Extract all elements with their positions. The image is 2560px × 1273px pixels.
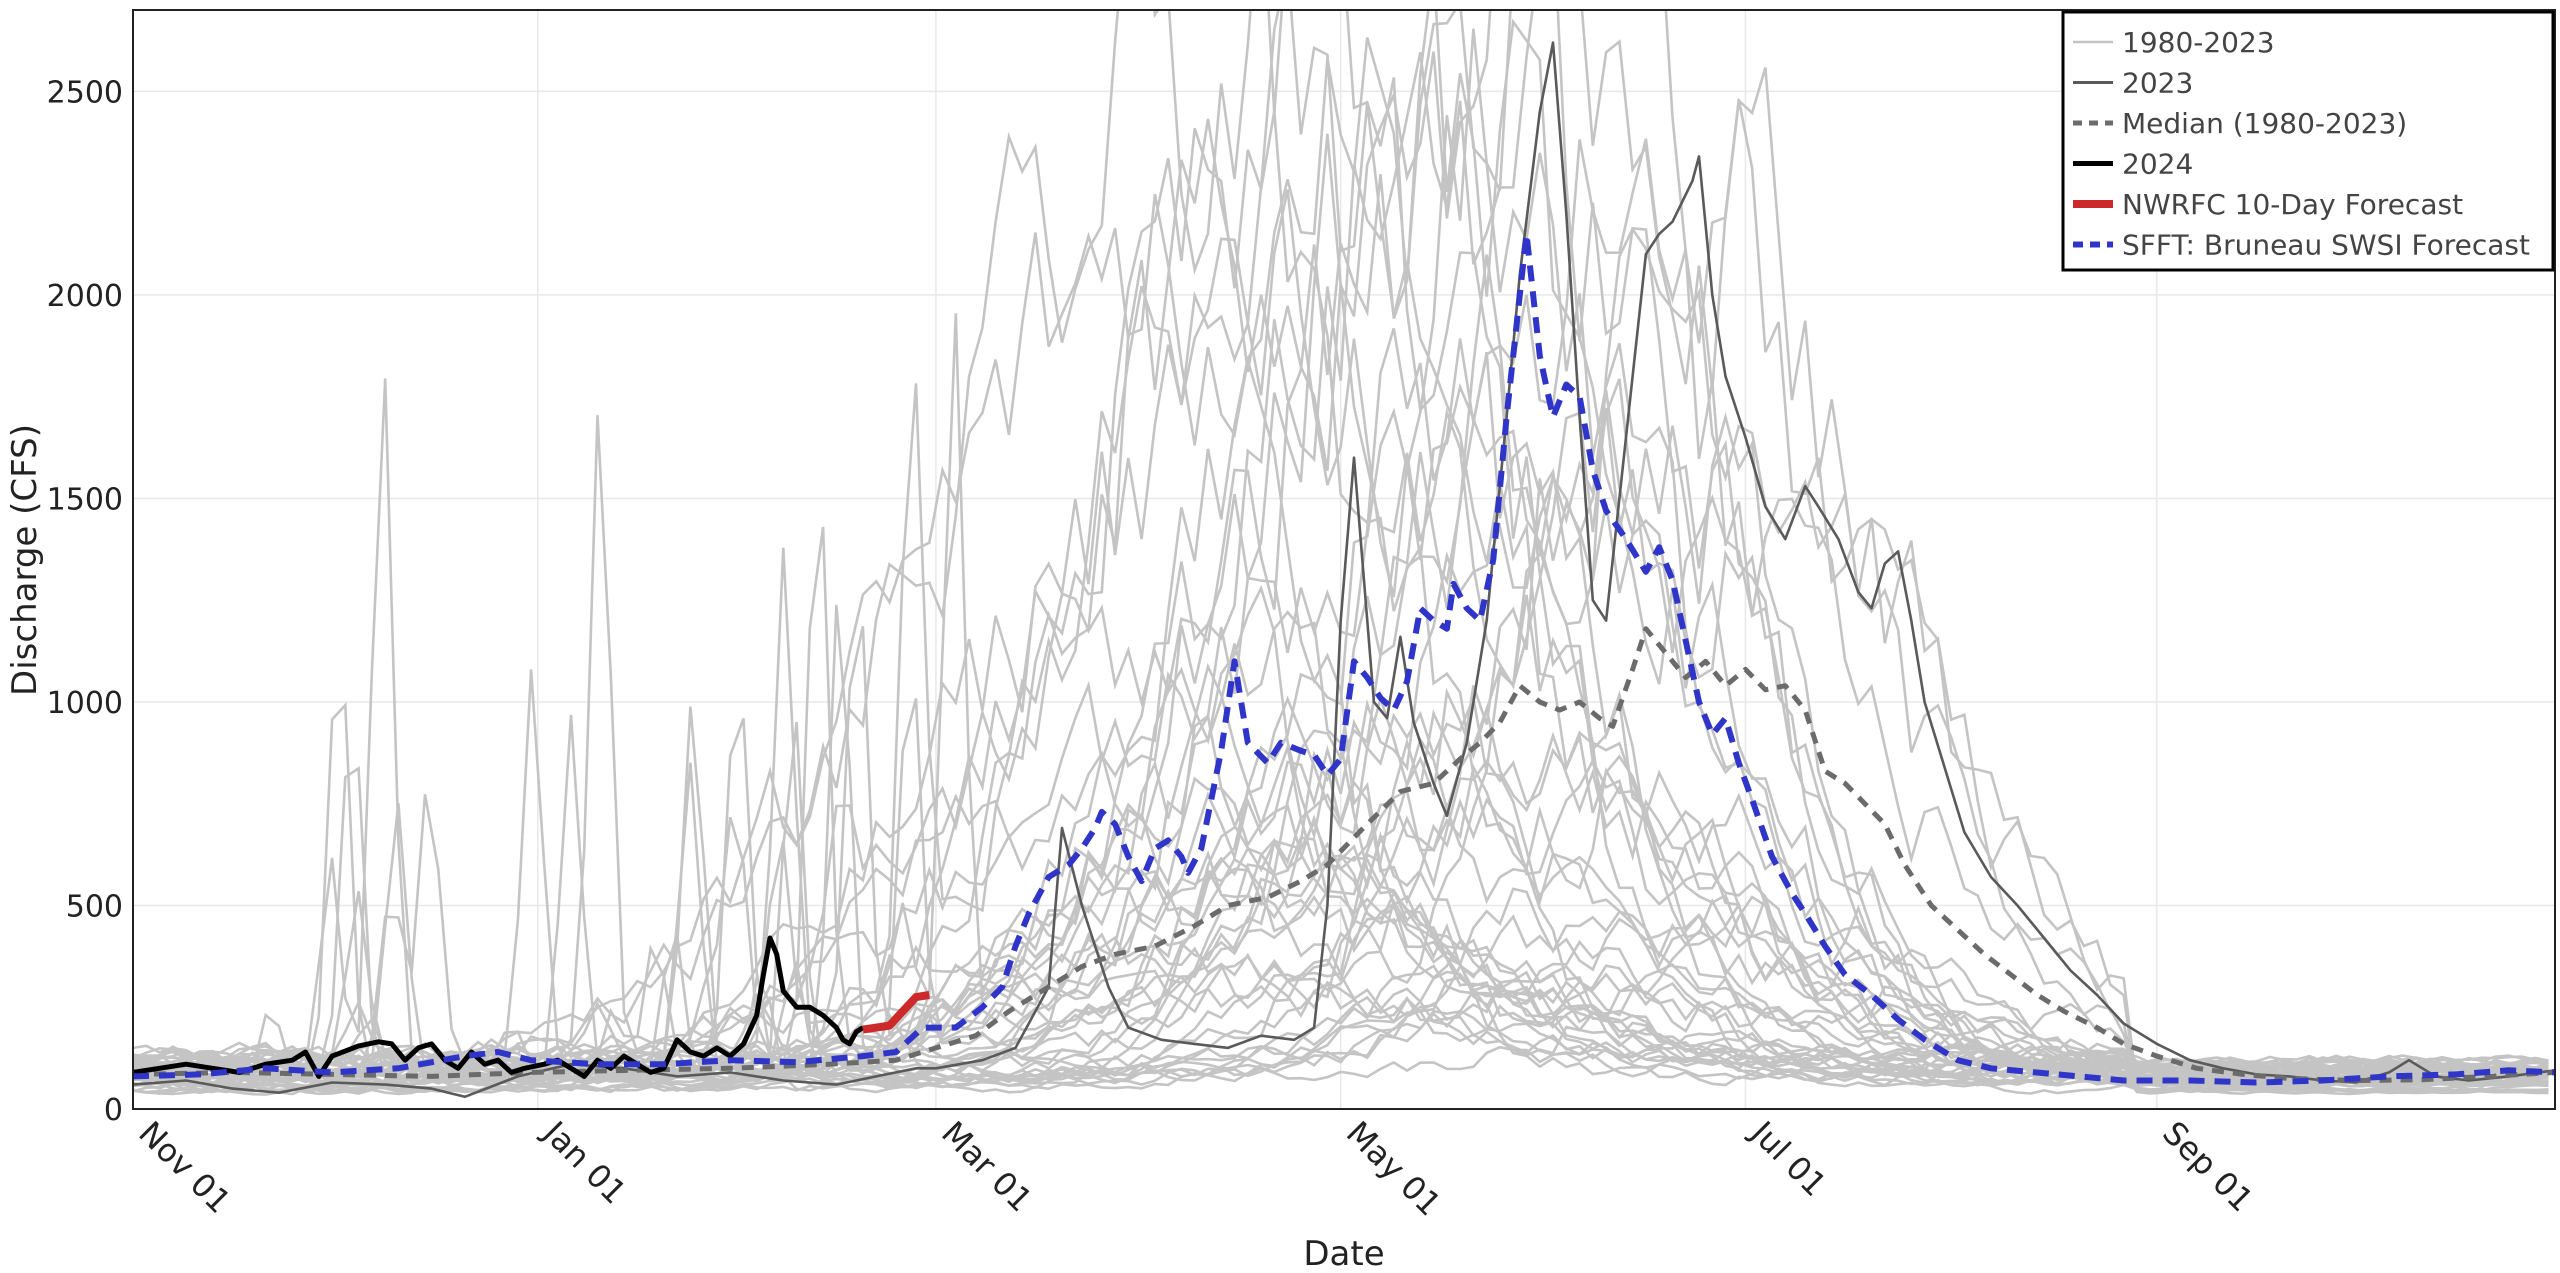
legend-label: 1980-2023 [2122,26,2275,59]
historical-trace [133,415,2549,1076]
y-tick-label: 1000 [47,686,123,721]
legend-box [2061,10,2555,272]
historical-trace [133,138,2549,1092]
y-tick-label: 2000 [47,279,123,314]
y-axis-ticks: 0 500 1000 1500 2000 2500 [47,75,123,1128]
historical-trace [133,10,2549,1096]
series-line-2023 [133,41,2555,1099]
legend-label: SFFT: Bruneau SWSI Forecast [2122,229,2530,262]
series-line-median-1980-2023 [133,626,2555,1083]
legend-label: 2023 [2122,67,2193,100]
plot-frame [132,9,2556,1110]
x-tick-label: Sep 01 [2155,1114,2261,1220]
x-tick-label: Mar 01 [934,1114,1040,1220]
historical-trace [133,390,2549,1071]
series-lines [133,41,2555,1099]
legend-label: 2024 [2122,148,2193,181]
x-axis-ticks: Nov 01 Jan 01 Mar 01 May 01 Jul 01 Sep 01 [131,1112,2260,1223]
y-tick-label: 2500 [47,75,123,110]
historical-trace [133,10,2549,1069]
x-tick-label: Jan 01 [535,1112,634,1211]
legend-label: NWRFC 10-Day Forecast [2122,188,2463,221]
series-line-sfft-bruneau-swsi-forecast [133,230,2555,1086]
y-tick-label: 0 [104,1093,123,1128]
y-tick-label: 1500 [47,482,123,517]
x-tick-label: May 01 [1339,1114,1449,1224]
x-tick-label: Nov 01 [131,1114,238,1221]
legend: 1980-2023 2023 Median (1980-2023) 2024 NWRFC… [2061,10,2555,272]
x-tick-label: Jul 01 [1742,1112,1834,1204]
series-line-nwrfc-10-day-forecast [862,991,930,1034]
legend-label: Median (1980-2023) [2122,107,2407,140]
y-tick-label: 500 [66,889,123,924]
series-line-2024 [133,935,865,1079]
y-axis-title: Discharge (CFS) [5,424,45,696]
x-axis-title: Date [1303,1234,1384,1273]
